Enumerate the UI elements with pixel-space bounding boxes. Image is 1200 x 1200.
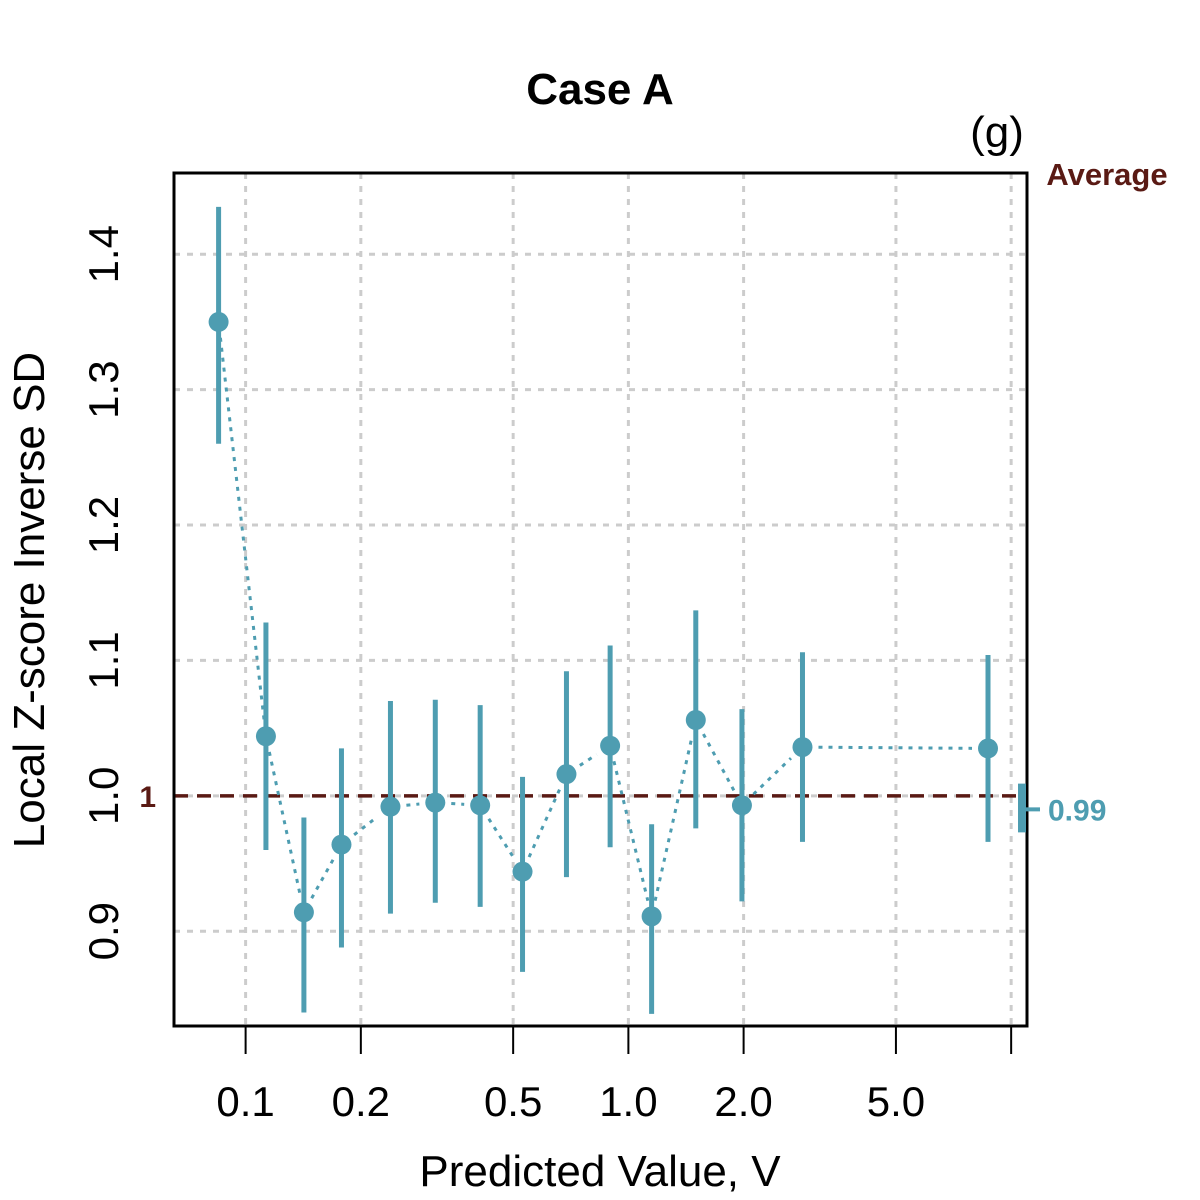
data-point-1 [255,726,276,747]
x-tick-label-5: 5.0 [867,1078,925,1125]
data-point-11 [685,710,706,731]
reference-line-group: 1 [139,781,1027,814]
connector-2 [310,857,336,900]
connector-4 [406,802,420,807]
y-tick-label-2: 1.1 [80,631,127,689]
connector-9 [612,760,650,902]
data-point-8 [556,764,577,785]
data-point-3 [331,834,352,855]
x-tick-label-2: 0.5 [484,1078,542,1125]
y-axis-label: Local Z-score Inverse SD [5,352,54,848]
average-marker-group: 0.99 [1018,783,1106,833]
y-tick-label-5: 1.4 [80,225,127,283]
data-point-9 [600,735,621,756]
chart-title: Case A [526,65,674,114]
connector-0 [218,337,266,721]
y-tick-label-0: 0.9 [80,902,127,960]
y-tick-label-3: 1.2 [80,496,127,554]
y-tick-label-4: 1.3 [80,360,127,418]
data-point-5 [425,792,446,813]
data-points [208,311,999,927]
connector-5 [451,802,465,806]
connector-lines [218,337,973,902]
connector-1 [267,751,302,897]
x-tick-label-4: 2.0 [714,1078,772,1125]
x-axis: 0.1 0.2 0.5 1.0 2.0 5.0 [216,1026,1013,1125]
data-point-7 [512,861,533,882]
data-point-13 [792,737,813,758]
y-tick-label-1: 1.0 [80,767,127,825]
connector-3 [353,815,379,836]
x-tick-label-1: 0.2 [332,1078,390,1125]
connector-11 [702,733,736,792]
x-tick-label-3: 1.0 [599,1078,657,1125]
data-point-14 [978,738,999,759]
data-point-10 [641,906,662,927]
connector-6 [487,817,516,859]
data-point-0 [208,311,229,332]
reference-line-label: 1 [139,781,156,814]
data-point-6 [470,795,491,816]
connector-7 [527,788,562,858]
data-point-4 [380,796,401,817]
x-axis-label: Predicted Value, V [419,1147,781,1196]
connector-8 [579,753,598,767]
average-label: Average [1046,157,1167,192]
connector-10 [653,735,694,902]
connector-12 [752,757,792,796]
panel-label: (g) [970,108,1024,157]
plot-frame [172,171,1029,1028]
x-tick-label-0: 0.1 [216,1078,274,1125]
data-point-12 [731,795,752,816]
data-point-2 [293,902,314,923]
error-bars [216,206,991,1014]
y-axis: 0.9 1.0 1.1 1.2 1.3 1.4 [80,225,127,960]
average-value-label: 0.99 [1048,794,1106,827]
